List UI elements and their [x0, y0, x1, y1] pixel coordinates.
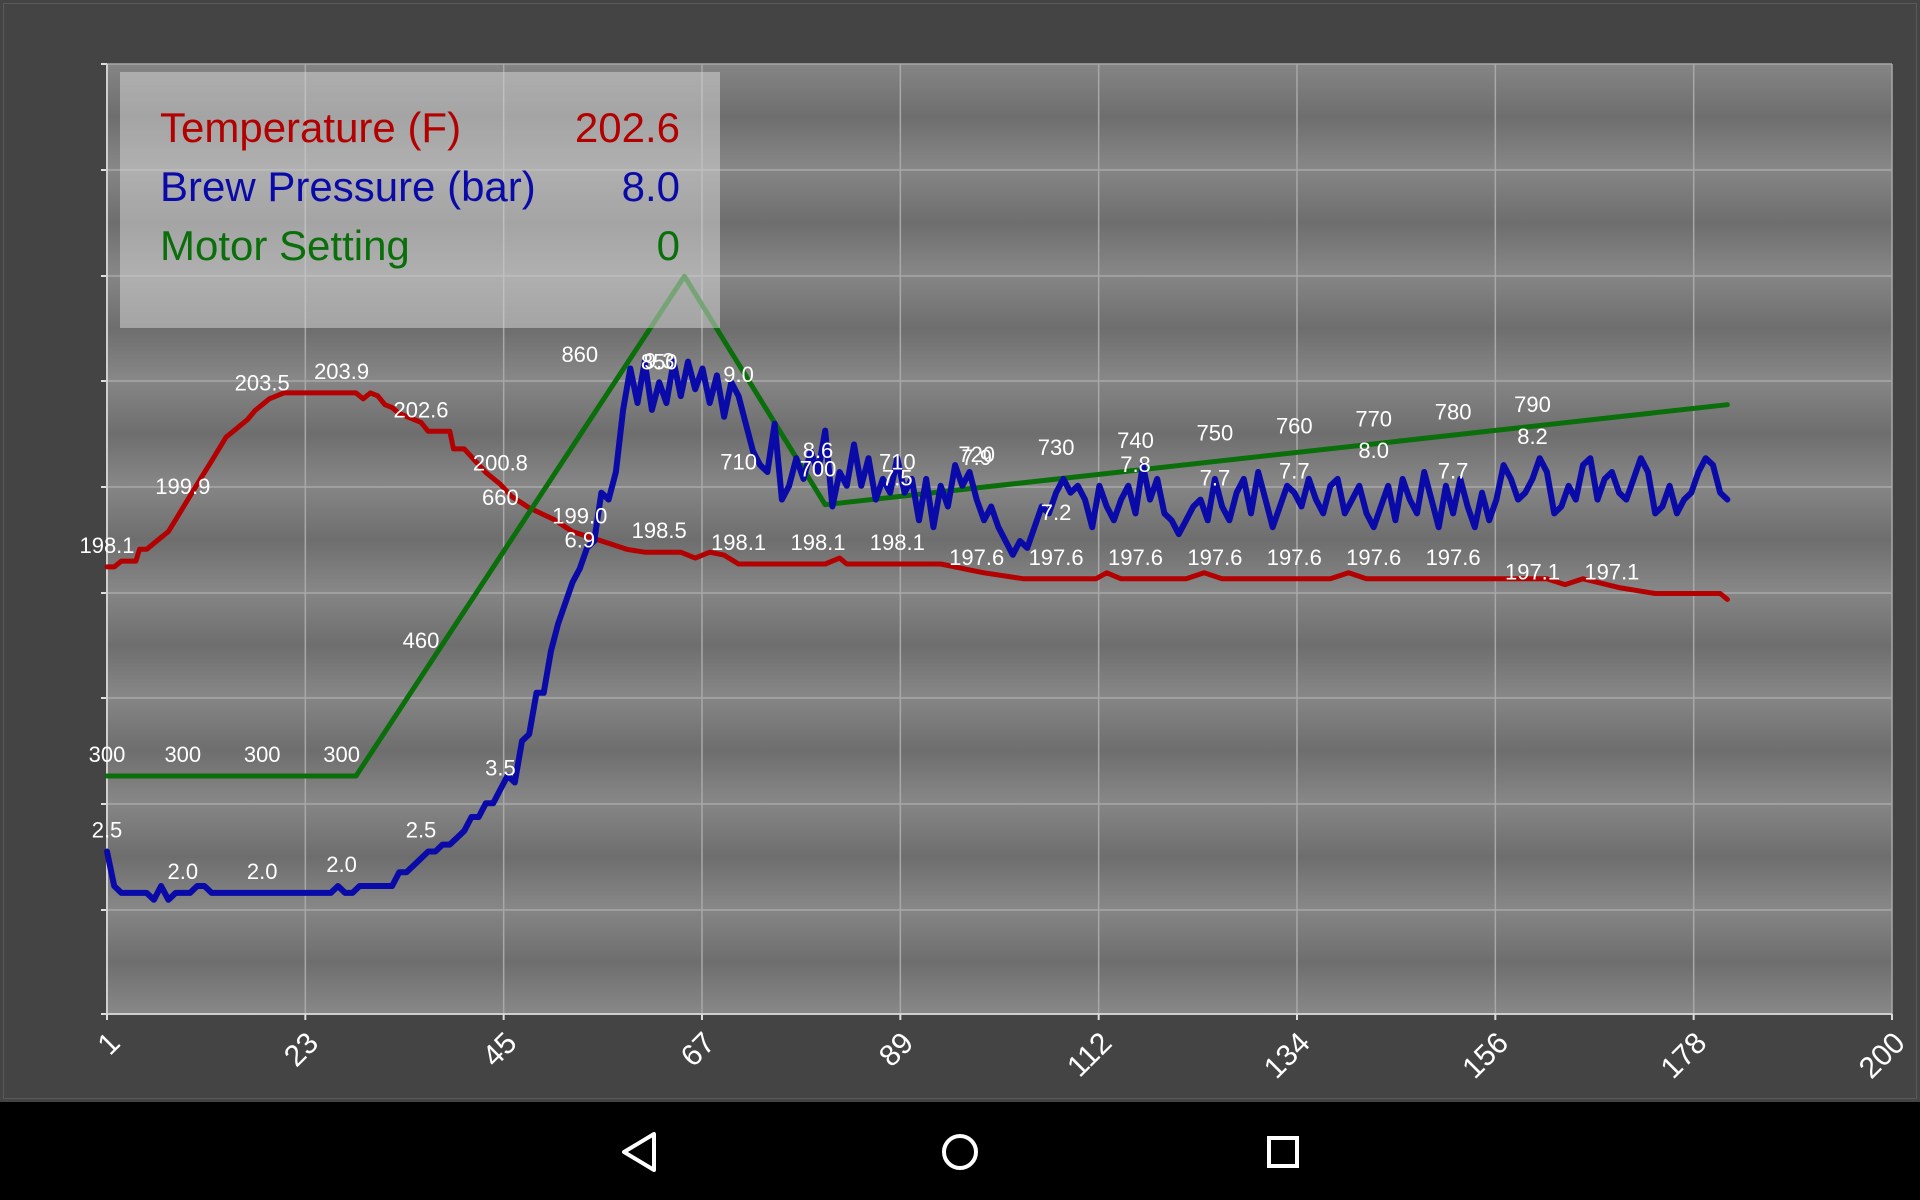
x-tick-label: 112 — [1061, 1026, 1118, 1083]
data-label: 2.0 — [247, 859, 278, 884]
data-label: 197.6 — [1267, 545, 1322, 570]
graph-screen: 198.1 199.9 203.5 203.9 202.6 200.8 199.0 198.5… — [0, 0, 1920, 1102]
data-label: 8.2 — [1517, 424, 1548, 449]
x-tick-label: 156 — [1456, 1026, 1515, 1085]
x-tick-label: 45 — [476, 1026, 523, 1073]
recents-button[interactable] — [1243, 1116, 1323, 1188]
data-label: 300 — [323, 742, 360, 767]
data-label: 198.1 — [79, 533, 134, 558]
data-label: 7.8 — [1120, 452, 1151, 477]
data-label: 700 — [800, 456, 837, 481]
data-label: 203.5 — [235, 371, 290, 396]
data-label: 198.1 — [711, 530, 766, 555]
plot-band — [107, 804, 1892, 910]
legend: Temperature (F) 202.6 Brew Pressure (bar… — [120, 72, 720, 328]
data-label: 740 — [1117, 428, 1154, 453]
data-label: 2.0 — [168, 859, 199, 884]
data-label: 198.5 — [632, 518, 687, 543]
plot-band — [107, 698, 1892, 804]
back-button[interactable] — [600, 1116, 680, 1188]
data-label: 850 — [641, 349, 678, 374]
data-label: 780 — [1435, 399, 1472, 424]
pressure-line — [104, 358, 1731, 903]
data-label: 8.6 — [803, 438, 834, 463]
legend-value: 202.6 — [574, 104, 680, 151]
temperature-line — [104, 390, 1730, 602]
data-label: 200.8 — [473, 450, 528, 475]
data-label: 9.3 — [644, 348, 675, 373]
legend-item-motor: Motor Setting 0 — [160, 218, 680, 274]
data-label: 198.1 — [870, 530, 925, 555]
data-label: 7.9 — [961, 445, 992, 470]
legend-value: 8.0 — [621, 163, 680, 210]
recents-square-icon — [1267, 1136, 1299, 1168]
data-label: 760 — [1276, 414, 1313, 439]
home-circle-icon — [942, 1134, 978, 1170]
plot-band — [107, 593, 1892, 698]
x-tick-label: 67 — [675, 1026, 722, 1073]
data-label: 790 — [1514, 392, 1551, 417]
data-label: 460 — [403, 628, 440, 653]
data-label: 197.6 — [1029, 545, 1084, 570]
data-label: 7.7 — [1279, 459, 1310, 484]
plot-band — [107, 910, 1892, 1014]
legend-item-temperature: Temperature (F) 202.6 — [160, 100, 680, 156]
home-button[interactable] — [920, 1116, 1000, 1188]
data-label: 203.9 — [314, 359, 369, 384]
back-triangle-icon — [622, 1132, 656, 1172]
legend-item-pressure: Brew Pressure (bar) 8.0 — [160, 159, 680, 215]
data-label: 198.1 — [790, 530, 845, 555]
data-label: 300 — [244, 742, 281, 767]
data-label: 197.1 — [1505, 560, 1560, 585]
x-tick-label: 178 — [1655, 1026, 1714, 1085]
data-label: 750 — [1197, 421, 1234, 446]
data-label: 197.6 — [1346, 545, 1401, 570]
x-tick-label: 1 — [92, 1026, 127, 1061]
data-label: 7.5 — [882, 466, 913, 491]
legend-label: Motor Setting — [160, 222, 410, 269]
data-label: 197.6 — [1108, 545, 1163, 570]
data-label: 7.2 — [1041, 500, 1072, 525]
legend-value: 0 — [656, 222, 680, 269]
data-label: 3.5 — [485, 755, 516, 780]
data-label: 860 — [561, 342, 598, 367]
data-label: 2.0 — [326, 852, 357, 877]
x-axis-ticks: 1 23 45 67 89 112 134 156 178 200 — [92, 1014, 1912, 1085]
data-label: 770 — [1355, 406, 1392, 431]
data-label: 197.6 — [1187, 545, 1242, 570]
data-label: 710 — [879, 449, 916, 474]
data-label: 660 — [482, 485, 519, 510]
data-label: 197.6 — [949, 545, 1004, 570]
data-label: 710 — [720, 449, 757, 474]
data-label: 197.1 — [1584, 560, 1639, 585]
data-label: 8.0 — [1358, 438, 1389, 463]
data-label: 7.7 — [1200, 466, 1231, 491]
x-tick-label: 89 — [873, 1026, 920, 1073]
data-label: 300 — [164, 742, 201, 767]
legend-label: Brew Pressure (bar) — [160, 163, 536, 210]
x-tick-label: 23 — [278, 1026, 325, 1073]
data-labels: 198.1 199.9 203.5 203.9 202.6 200.8 199.0 198.5… — [79, 342, 1639, 884]
data-label: 197.6 — [1426, 545, 1481, 570]
data-label: 2.5 — [406, 818, 437, 843]
screen-border — [3, 3, 1917, 1099]
data-label: 199.9 — [155, 474, 210, 499]
data-label: 202.6 — [393, 397, 448, 422]
data-label: 6.9 — [565, 528, 596, 553]
x-tick-label: 200 — [1853, 1026, 1912, 1085]
data-label: 730 — [1038, 435, 1075, 460]
data-label: 9.0 — [723, 362, 754, 387]
data-label: 720 — [958, 442, 995, 467]
x-tick-label: 134 — [1258, 1026, 1317, 1085]
legend-label: Temperature (F) — [160, 104, 462, 151]
data-label: 2.5 — [92, 818, 123, 843]
data-label: 7.7 — [1438, 459, 1469, 484]
data-label: 199.0 — [552, 503, 607, 528]
navigation-bar — [0, 1102, 1920, 1200]
data-label: 300 — [89, 742, 126, 767]
